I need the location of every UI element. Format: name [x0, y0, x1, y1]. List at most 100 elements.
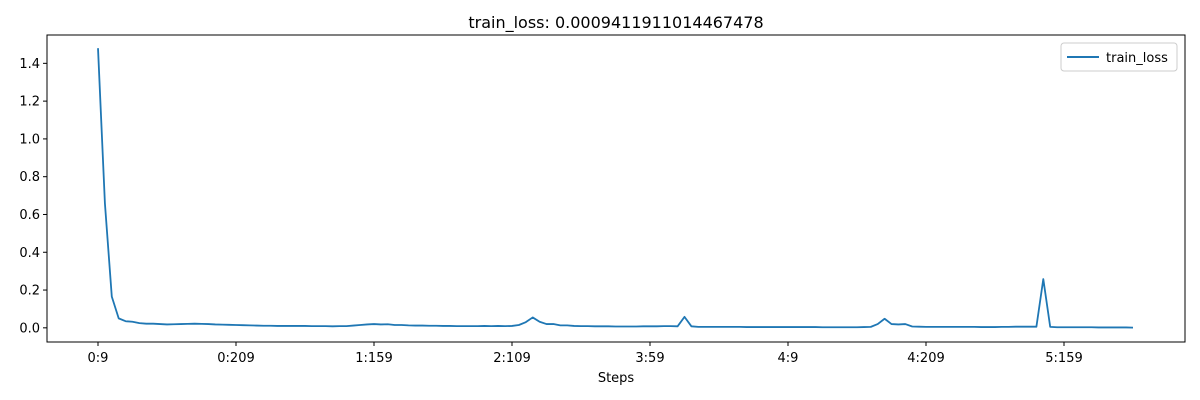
- x-tick-label: 4:209: [907, 351, 944, 366]
- data-point: [394, 324, 396, 326]
- data-point: [773, 326, 775, 328]
- data-point: [877, 323, 879, 325]
- data-point: [767, 326, 769, 328]
- data-point: [1125, 327, 1127, 329]
- data-point: [401, 324, 403, 326]
- data-point: [642, 326, 644, 328]
- data-point: [1077, 326, 1079, 328]
- series-group: [97, 47, 1134, 329]
- data-point: [373, 323, 375, 325]
- data-point: [732, 326, 734, 328]
- x-tick-label: 1:159: [355, 351, 392, 366]
- data-point: [987, 326, 989, 328]
- data-point: [532, 317, 534, 319]
- data-point: [615, 326, 617, 328]
- data-point: [1049, 326, 1051, 328]
- data-point: [311, 325, 313, 327]
- data-point: [939, 326, 941, 328]
- data-point: [829, 326, 831, 328]
- data-point: [622, 326, 624, 328]
- data-point: [442, 325, 444, 327]
- data-point: [1043, 278, 1045, 280]
- data-point: [725, 326, 727, 328]
- data-point: [953, 326, 955, 328]
- data-point: [1118, 327, 1120, 329]
- data-point: [277, 325, 279, 327]
- legend-box: [1060, 42, 1178, 72]
- data-point: [905, 323, 907, 325]
- data-point: [1029, 326, 1031, 328]
- data-point: [808, 326, 810, 328]
- y-tick-label: 1.2: [19, 95, 40, 110]
- data-point: [994, 326, 996, 328]
- data-point: [408, 325, 410, 327]
- data-point: [746, 326, 748, 328]
- data-point: [608, 326, 610, 328]
- data-point: [974, 326, 976, 328]
- data-point: [111, 296, 113, 298]
- y-tick-label: 0.6: [19, 208, 40, 223]
- data-point: [1070, 326, 1072, 328]
- y-axis: 0.0 0.2 0.4 0.6 0.8 1.0 1.2 1.4: [19, 57, 47, 336]
- data-point: [629, 326, 631, 328]
- data-point: [139, 322, 141, 324]
- data-point: [470, 325, 472, 327]
- data-point: [980, 326, 982, 328]
- data-point: [573, 325, 575, 327]
- data-point: [415, 325, 417, 327]
- data-point: [132, 321, 134, 323]
- data-point: [449, 325, 451, 327]
- data-point: [97, 47, 99, 49]
- x-tick-label: 4:9: [778, 351, 799, 366]
- data-point: [353, 325, 355, 327]
- data-point: [146, 323, 148, 325]
- data-point: [815, 326, 817, 328]
- data-point: [484, 325, 486, 327]
- data-point: [587, 325, 589, 327]
- data-point: [346, 325, 348, 327]
- data-point: [366, 324, 368, 326]
- data-point: [739, 326, 741, 328]
- data-point: [284, 325, 286, 327]
- data-point: [180, 323, 182, 325]
- data-point: [504, 325, 506, 327]
- data-point: [546, 323, 548, 325]
- data-point: [221, 324, 223, 326]
- data-point: [249, 325, 251, 327]
- data-point: [242, 324, 244, 326]
- data-point: [891, 323, 893, 325]
- data-point: [1112, 327, 1114, 329]
- series-line-train-loss: [97, 48, 1134, 329]
- data-point: [822, 326, 824, 328]
- data-point: [318, 325, 320, 327]
- data-point: [670, 325, 672, 327]
- data-point: [698, 326, 700, 328]
- data-point: [518, 324, 520, 326]
- data-point: [918, 326, 920, 328]
- data-point: [704, 326, 706, 328]
- data-point: [656, 326, 658, 328]
- data-point: [911, 326, 913, 328]
- data-point: [290, 325, 292, 327]
- data-point: [925, 326, 927, 328]
- data-point: [118, 318, 120, 320]
- data-point: [173, 323, 175, 325]
- data-point: [256, 325, 258, 327]
- y-tick-label: 0.2: [19, 284, 40, 299]
- plot-area: [46, 34, 1186, 343]
- data-point: [663, 325, 665, 327]
- data-point: [152, 323, 154, 325]
- x-tick-label: 3:59: [635, 351, 664, 366]
- data-point: [711, 326, 713, 328]
- data-point: [1036, 326, 1038, 328]
- data-point: [297, 325, 299, 327]
- data-point: [718, 326, 720, 328]
- data-point: [601, 326, 603, 328]
- data-point: [422, 325, 424, 327]
- data-point: [1132, 327, 1134, 329]
- data-point: [332, 326, 334, 328]
- data-point: [380, 324, 382, 326]
- data-point: [159, 323, 161, 325]
- data-point: [1105, 327, 1107, 329]
- data-point: [1084, 326, 1086, 328]
